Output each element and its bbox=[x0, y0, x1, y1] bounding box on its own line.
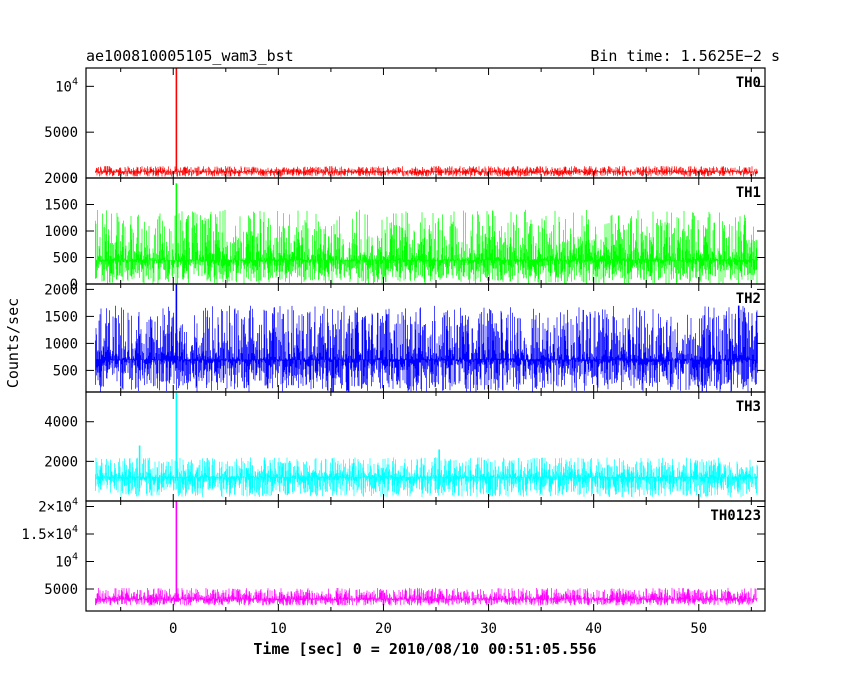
y-tick-label-th1-0: 0 bbox=[70, 277, 78, 293]
panel-frame-th0 bbox=[85, 67, 766, 179]
panel-th1: 0 500 1000 1500 2000 TH1 bbox=[44, 171, 766, 293]
y-tick-label-th2-1000: 1000 bbox=[44, 336, 78, 352]
bin-time-label: Bin time: 1.5625E−2 s bbox=[590, 47, 780, 65]
y-tick-label-th2-1500: 1500 bbox=[44, 309, 78, 325]
light-curve-th1 bbox=[95, 209, 758, 284]
light-curve-th2 bbox=[95, 305, 758, 392]
y-tick-label-th0123-10000: 104 bbox=[55, 552, 78, 571]
y-tick-label-th1-1000: 1000 bbox=[44, 224, 78, 240]
light-curve-th0123 bbox=[95, 587, 758, 606]
x-tick-label-30: 30 bbox=[480, 621, 497, 637]
panel-frame-th0123 bbox=[85, 500, 766, 612]
panel-label-th0123: TH0123 bbox=[710, 508, 761, 524]
panel-th3: 2000 4000 TH3 bbox=[44, 391, 766, 502]
chart-title: ae100810005105_wam3_bst bbox=[86, 47, 294, 65]
y-tick-label-th1-2000: 2000 bbox=[44, 171, 78, 187]
panel-th2: 500 1000 1500 2000 TH2 bbox=[44, 282, 766, 393]
y-axis-label: Counts/sec bbox=[4, 298, 22, 388]
x-tick-label-0: 0 bbox=[169, 621, 177, 637]
y-tick-label-th0-0: 0 bbox=[70, 171, 78, 187]
panel-label-th2: TH2 bbox=[736, 291, 761, 307]
y-tick-label-th0123-5000: 5000 bbox=[44, 582, 78, 598]
panel-th0: 0 5000 104 TH0 bbox=[44, 67, 766, 187]
panel-label-th3: TH3 bbox=[736, 399, 761, 415]
y-tick-label-th0-5000: 5000 bbox=[44, 125, 78, 141]
light-curve-th3 bbox=[95, 457, 758, 497]
y-tick-label-th2-2000: 2000 bbox=[44, 282, 78, 298]
y-tick-label-th0123-15000: 1.5×104 bbox=[21, 524, 78, 543]
x-tick-label-40: 40 bbox=[585, 621, 602, 637]
light-curve-th0 bbox=[95, 166, 758, 177]
x-tick-label-10: 10 bbox=[270, 621, 287, 637]
y-tick-label-th3-2000: 2000 bbox=[44, 454, 78, 470]
panel-label-th1: TH1 bbox=[736, 185, 761, 201]
panel-label-th0: TH0 bbox=[736, 75, 761, 91]
x-tick-label-20: 20 bbox=[375, 621, 392, 637]
panel-th0123: 5000 104 1.5×104 2×104 TH0123 bbox=[21, 497, 766, 612]
y-tick-label-th1-500: 500 bbox=[53, 251, 78, 267]
y-tick-label-th0-10000: 104 bbox=[55, 76, 78, 95]
x-tick-label-50: 50 bbox=[690, 621, 707, 637]
y-tick-label-th1-1500: 1500 bbox=[44, 198, 78, 214]
y-tick-label-th0123-20000: 2×104 bbox=[38, 497, 78, 516]
x-axis-label: Time [sec] 0 = 2010/08/10 00:51:05.556 bbox=[253, 640, 596, 658]
y-tick-label-th2-500: 500 bbox=[53, 363, 78, 379]
y-tick-label-th3-4000: 4000 bbox=[44, 415, 78, 431]
